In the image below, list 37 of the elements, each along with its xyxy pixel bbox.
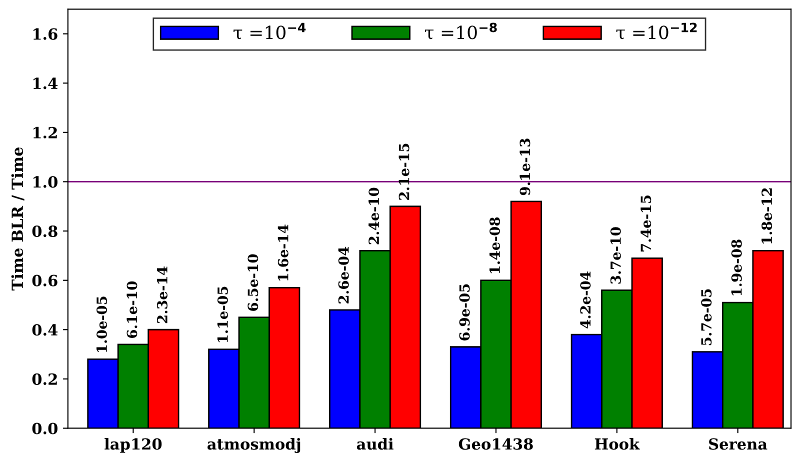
annotation: 9.1e-13 [520,138,530,196]
x-tick-label: Serena [709,438,768,450]
y-tick-label: 1.4 [33,78,58,90]
x-tick-label: lap120 [104,438,162,453]
y-tick-label: 0.0 [32,422,58,434]
annotation: 1.8e-12 [762,188,772,244]
annotation: 2.1e-15 [398,144,410,200]
legend-label: τ =10$^{−8}$ [424,22,497,40]
y-tick-label: 1.6 [33,28,58,40]
annotation: 5.7e-05 [701,289,712,346]
y-axis-title: Time BLR / Time [11,147,24,291]
annotation: 1.0e-05 [96,296,108,352]
annotation: 2.4e-10 [368,188,380,244]
y-tick-label: 0.6 [32,274,58,286]
y-tick-label: 0.2 [32,373,57,385]
y-tick-label: 0.4 [32,324,58,336]
annotation: 1.6e-14 [278,224,288,280]
annotation: 6.1e-10 [126,281,138,338]
legend-label: τ =10$^{−4}$ [234,22,306,40]
annotation: 4.2e-04 [580,271,591,328]
annotation: 6.5e-10 [248,254,258,311]
y-tick-label: 1.0 [33,176,58,188]
y-tick-label: 0.8 [32,225,58,238]
annotation: 6.9e-05 [459,284,470,340]
x-tick-label: Geo1438 [458,438,533,450]
annotation: 2.3e-14 [156,266,168,324]
y-tick-label: 1.2 [33,126,57,138]
annotation: 7.4e-15 [640,196,652,252]
annotation: 1.9e-08 [731,240,742,296]
x-tick-label: Hook [594,438,640,450]
annotation: 2.6e-04 [338,246,349,304]
legend-label: τ =10$^{−12}$ [616,22,697,40]
annotation: 1.1e-05 [217,286,228,342]
annotation: 1.4e-08 [489,217,500,274]
x-tick-label: audi [356,438,394,450]
x-tick-label: atmosmodj [208,438,300,453]
annotation: 3.7e-10 [610,227,621,284]
